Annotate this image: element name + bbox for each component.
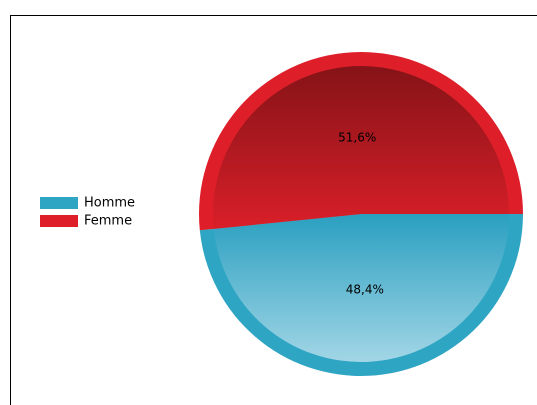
legend-label: Homme <box>84 196 135 211</box>
data-label: 48,4% <box>346 283 384 297</box>
data-label: 51,6% <box>338 130 376 144</box>
legend-label: Femme <box>84 214 132 229</box>
legend-swatch <box>40 215 78 227</box>
slice-shading <box>213 214 509 362</box>
slice-shading <box>213 65 509 229</box>
legend-swatch <box>40 197 78 209</box>
